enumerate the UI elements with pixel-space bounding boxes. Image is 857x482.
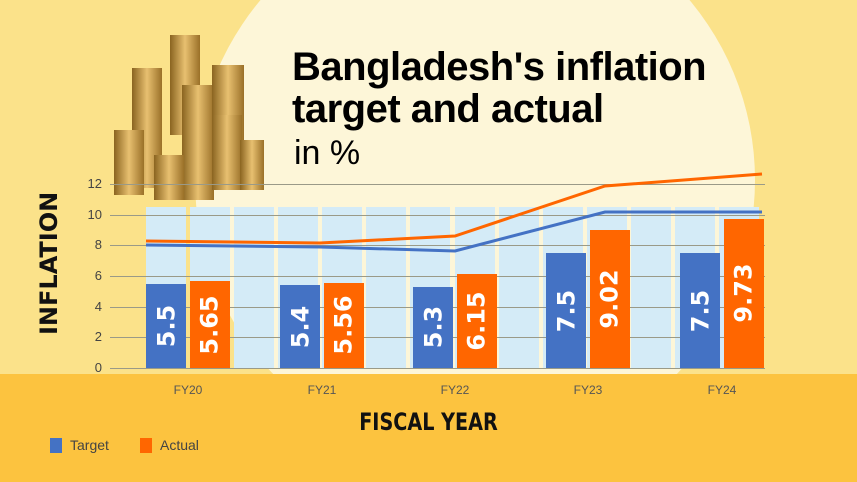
actual-bar: 5.65 bbox=[190, 281, 230, 368]
actual-swatch bbox=[140, 437, 152, 453]
background-band bbox=[234, 207, 274, 368]
x-tick-label: FY24 bbox=[707, 383, 737, 397]
y-tick-label: 2 bbox=[94, 329, 102, 345]
gridline bbox=[110, 368, 765, 369]
target-bar: 5.5 bbox=[146, 283, 186, 368]
x-tick-label: FY21 bbox=[307, 383, 337, 397]
x-tick-label: FY22 bbox=[440, 383, 470, 397]
y-tick-label: 6 bbox=[94, 268, 102, 284]
target-bar: 5.3 bbox=[413, 286, 453, 368]
y-tick-label: 8 bbox=[94, 237, 102, 253]
target-swatch bbox=[50, 437, 62, 453]
coins-icon bbox=[114, 35, 264, 200]
x-axis-title: FISCAL YEAR bbox=[359, 408, 498, 436]
actual-bar: 9.73 bbox=[724, 218, 764, 368]
gridline bbox=[110, 245, 765, 247]
target-bar: 7.5 bbox=[546, 253, 586, 368]
chart-subtitle: in % bbox=[294, 134, 361, 172]
actual-bar: 6.15 bbox=[457, 273, 497, 368]
y-tick-label: 10 bbox=[87, 206, 102, 222]
y-tick-label: 12 bbox=[87, 176, 102, 192]
gridline bbox=[110, 214, 765, 216]
target-bar: 7.5 bbox=[680, 253, 720, 368]
x-tick-label: FY23 bbox=[573, 383, 603, 397]
chart-title: Bangladesh's inflation target and actual bbox=[292, 45, 707, 131]
target-bar: 5.4 bbox=[280, 285, 320, 368]
gridline bbox=[110, 276, 765, 278]
legend-actual: Actual bbox=[140, 437, 199, 453]
actual-bar: 5.56 bbox=[324, 282, 364, 368]
y-tick-label: 4 bbox=[94, 298, 102, 314]
actual-bar: 9.02 bbox=[590, 229, 630, 368]
y-axis-title: INFLATION bbox=[35, 191, 63, 335]
y-tick-label: 0 bbox=[94, 360, 102, 375]
bottom-band bbox=[0, 374, 857, 482]
background-band bbox=[366, 207, 406, 368]
background-band bbox=[631, 207, 671, 368]
legend-target: Target bbox=[50, 437, 109, 453]
gridline bbox=[110, 184, 765, 186]
x-tick-label: FY20 bbox=[173, 383, 203, 397]
